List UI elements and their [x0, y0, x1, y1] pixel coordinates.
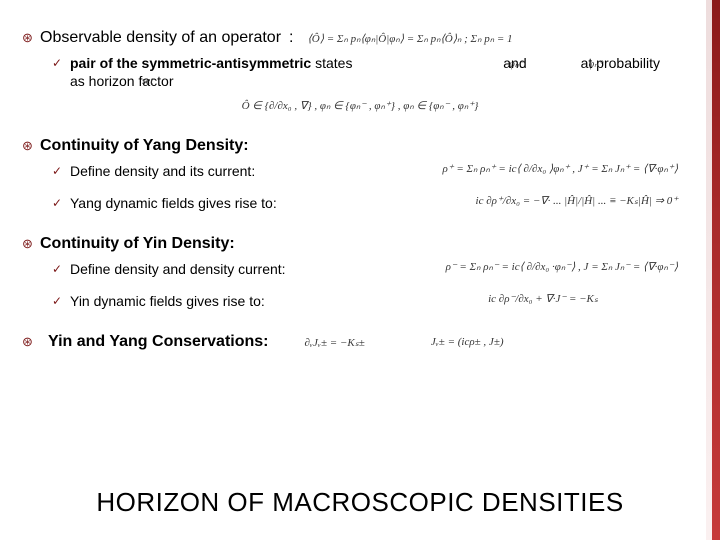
- item1-formula-right: ⟨Ô⟩ = Σₙ pₙ⟨φₙ|Ô|φₙ⟩ = Σₙ pₙ⟨Ô⟩ₙ ; Σₙ pₙ…: [307, 32, 512, 45]
- item1-sub-line1: pair of the symmetric-antisymmetric stat…: [70, 54, 352, 72]
- item3-heading: Continuity of Yin Density:: [40, 234, 235, 254]
- right-accent-bar-fade: [706, 0, 712, 540]
- item2-heading: Continuity of Yang Density:: [40, 136, 249, 156]
- slide-title: HORIZON OF MACROSCOPIC DENSITIES: [0, 487, 720, 518]
- item4-formula-a: ∂ᵥJᵥ± = −Kₛ±: [305, 336, 365, 349]
- check-icon: ✓: [52, 260, 70, 278]
- bullet-icon: ⊛: [22, 136, 40, 156]
- item3-sub2-formula: ic ∂ρ⁻/∂x₀ + ∇·J⁻ = −Kₛ: [488, 292, 698, 305]
- item2-sub2-label: Yang dynamic fields gives rise to:: [70, 194, 277, 212]
- item1-and: and φₙ⁻: [503, 54, 526, 72]
- check-icon: ✓: [52, 162, 70, 180]
- item1-formula-below: Ô ∈ {∂/∂x₀ , ∇} , φₙ ∈ {φₙ⁻ , φₙ⁺} , φₙ …: [242, 100, 479, 112]
- bullet-icon: ⊛: [22, 28, 40, 48]
- check-icon: ✓: [52, 194, 70, 212]
- item4-heading: Yin and Yang Conservations:: [48, 332, 269, 352]
- item3-sub1-formula: ρ⁻ = Σₙ ρₙ⁻ = ic⟨ ∂/∂x₀ ·φₙ⁻⟩ , J = Σₙ J…: [446, 260, 698, 273]
- item1-text: Observable density of an operator: [40, 28, 281, 48]
- item-yang-continuity: ⊛ Continuity of Yang Density: ✓ Define d…: [22, 136, 698, 212]
- item-conservations: ⊛ Yin and Yang Conservations: ∂ᵥJᵥ± = −K…: [22, 332, 698, 352]
- item4-formula-b: Jᵥ± = (icρ± , J±): [431, 336, 504, 348]
- check-icon: ✓: [52, 54, 70, 72]
- right-accent-bar: [712, 0, 720, 540]
- slide-page: ⊛ Observable density of an operator : ⟨Ô…: [0, 0, 720, 540]
- check-icon: ✓: [52, 292, 70, 310]
- item1-atprob: at probability φₙ⁺: [581, 54, 660, 72]
- bullet-icon: ⊛: [22, 234, 40, 254]
- item2-sub1-formula: ρ⁺ = Σₙ ρₙ⁺ = ic⟨ ∂/∂x₀ ⟩φₙ⁺ , J⁺ = Σₙ J…: [443, 162, 699, 175]
- item3-sub1-label: Define density and density current:: [70, 260, 286, 278]
- item-observable-density: ⊛ Observable density of an operator : ⟨Ô…: [22, 28, 698, 114]
- item1-sub-line2: as horizon factor set: [70, 72, 698, 90]
- item2-sub1-label: Define density and its current:: [70, 162, 255, 180]
- item2-sub2-formula: ic ∂ρ⁺/∂x₀ = −∇· ... |Ĥ|/|Ĥ| ... ≡ −Kₛ|Ĥ…: [476, 194, 698, 207]
- bullet-icon: ⊛: [22, 332, 40, 352]
- item3-sub2-label: Yin dynamic fields gives rise to:: [70, 292, 265, 310]
- item-yin-continuity: ⊛ Continuity of Yin Density: ✓ Define de…: [22, 234, 698, 310]
- item1-colon: :: [289, 28, 293, 48]
